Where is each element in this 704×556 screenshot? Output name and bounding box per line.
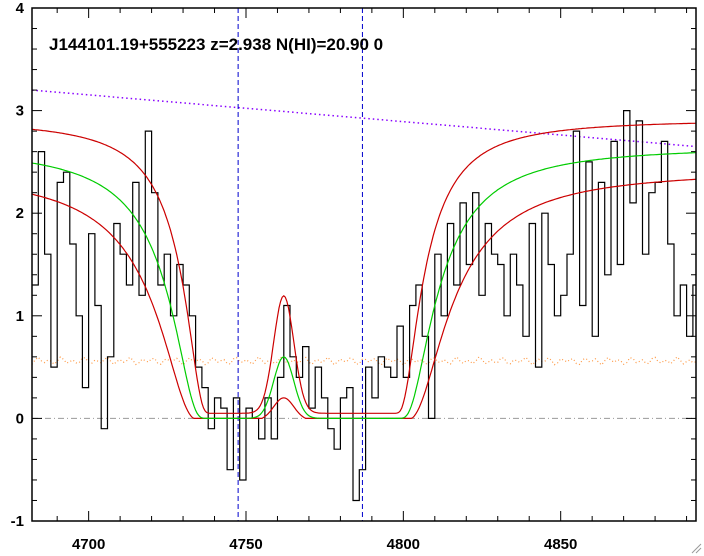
x-tick-label: 4700 (72, 536, 105, 553)
y-tick-label: 1 (16, 308, 24, 325)
model-best-line (31, 152, 696, 419)
error-line (31, 355, 697, 366)
continuum-line (31, 89, 697, 148)
y-tick-label: 3 (16, 103, 24, 120)
y-tick-label: 0 (16, 410, 24, 427)
y-tick-label: 2 (16, 205, 24, 222)
model-lower-line (31, 178, 696, 419)
flux-step-line (32, 110, 696, 502)
plot-frame (31, 7, 697, 522)
chart-title: J144101.19+555223 z=2.938 N(HI)=20.90 0 (49, 35, 383, 54)
y-tick-label: 4 (16, 0, 25, 17)
model-upper-line (31, 122, 697, 414)
x-tick-label: 4750 (229, 536, 262, 553)
resize-grip-icon[interactable] (690, 542, 702, 554)
x-tick-label: 4800 (387, 536, 420, 553)
y-tick-label: -1 (11, 513, 24, 530)
x-tick-label: 4850 (544, 536, 577, 553)
